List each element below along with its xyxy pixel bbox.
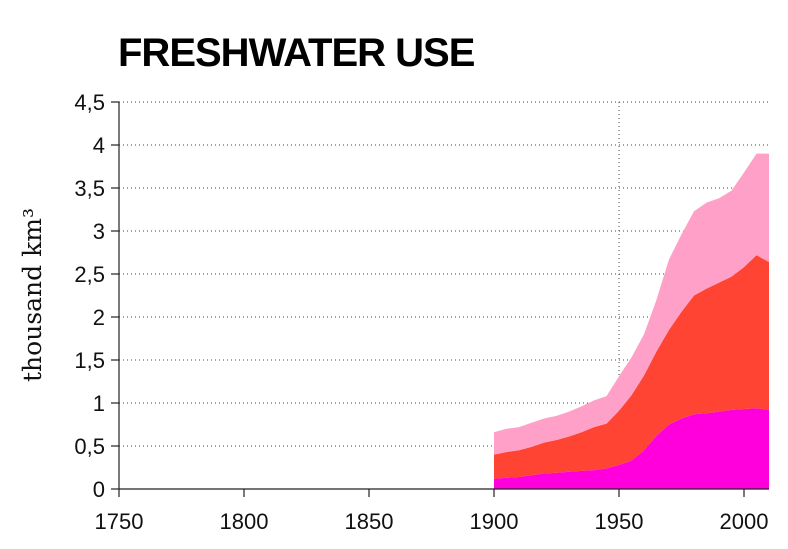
stacked-areas bbox=[494, 153, 769, 489]
area-series-2 bbox=[494, 255, 769, 479]
y-tick-label: 2 bbox=[93, 305, 105, 330]
tick-labels: 0 0,5 1 1,5 2 2,5 3 3,5 4 4,5 1750 1800 1850 1900 1950… bbox=[74, 90, 768, 534]
x-tick-label: 1900 bbox=[470, 509, 519, 534]
y-tick-label: 1,5 bbox=[74, 348, 105, 373]
x-tick-label: 2000 bbox=[720, 509, 769, 534]
axes bbox=[111, 101, 769, 497]
y-tick-label: 3 bbox=[93, 219, 105, 244]
y-axis-label: thousand km³ bbox=[18, 208, 47, 382]
y-tick-label: 3,5 bbox=[74, 176, 105, 201]
y-tick-label: 0 bbox=[93, 477, 105, 502]
y-tick-label: 4 bbox=[93, 133, 105, 158]
grid-lines bbox=[119, 101, 769, 489]
area-series-3 bbox=[494, 153, 769, 455]
x-tick-label: 1800 bbox=[220, 509, 269, 534]
chart-title: FRESHWATER USE bbox=[118, 31, 475, 75]
y-tick-label: 0,5 bbox=[74, 434, 105, 459]
y-tick-label: 4,5 bbox=[74, 90, 105, 115]
y-tick-label: 2,5 bbox=[74, 262, 105, 287]
x-tick-label: 1850 bbox=[345, 509, 394, 534]
x-tick-label: 1950 bbox=[595, 509, 644, 534]
y-tick-label: 1 bbox=[93, 391, 105, 416]
x-tick-label: 1750 bbox=[95, 509, 144, 534]
area-series-1 bbox=[494, 408, 769, 489]
